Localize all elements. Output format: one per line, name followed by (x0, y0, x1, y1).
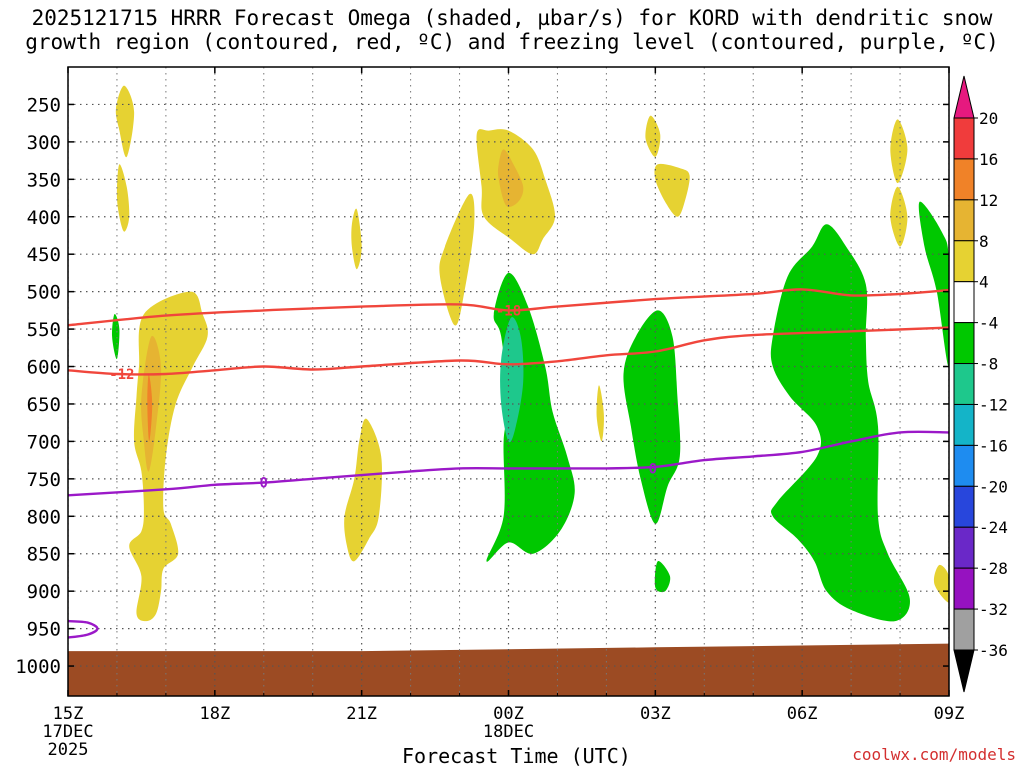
omega-region (918, 201, 949, 367)
omega-region (933, 564, 949, 603)
contour-label: 0 (260, 476, 268, 492)
colorbar-label: -12 (979, 395, 1008, 414)
terrain-fill (68, 643, 949, 696)
colorbar-top-arrow (953, 75, 975, 119)
contour-label: -18 (496, 303, 521, 319)
y-tick-label: 600 (27, 357, 61, 379)
omega-region (500, 317, 524, 443)
omega-region (115, 85, 135, 158)
colorbar-bin (953, 363, 975, 405)
y-tick-label: 250 (27, 94, 61, 116)
colorbar-bin (953, 199, 975, 242)
colorbar-bin (953, 608, 975, 651)
omega-region (351, 208, 362, 270)
colorbar-bin (953, 444, 975, 487)
y-tick-label: 850 (27, 544, 61, 566)
x-tick-label: 15Z (53, 704, 84, 724)
colorbar-bin (953, 117, 975, 160)
colorbar-bin (953, 567, 975, 610)
chart-title: 2025121715 HRRR Forecast Omega (shaded, … (0, 6, 1024, 54)
y-tick-label: 900 (27, 581, 61, 603)
x-tick-year-label: 2025 (48, 740, 89, 760)
y-tick-label: 350 (27, 169, 61, 191)
x-tick-label: 18Z (199, 704, 230, 724)
omega-region (147, 374, 153, 442)
omega-region (439, 193, 475, 326)
colorbar: 20 16 12 8 4 -4 -8 -12 -16 -20 -24 -28 -32 -36 (953, 75, 1008, 693)
y-tick-label: 300 (27, 132, 61, 154)
colorbar-bin (953, 403, 975, 446)
y-tick-label: 700 (27, 431, 61, 453)
colorbar-bin (953, 240, 975, 283)
omega-region (654, 163, 690, 217)
omega-region (770, 224, 910, 622)
y-tick-label: 950 (27, 619, 61, 641)
x-tick-label: 00Z (493, 704, 524, 724)
colorbar-bin (953, 281, 975, 324)
colorbar-label: 4 (979, 273, 989, 292)
colorbar-label: -24 (979, 518, 1008, 537)
contour-label: -12 (109, 367, 134, 383)
colorbar-label: -8 (979, 355, 998, 374)
y-tick-label: 500 (27, 282, 61, 304)
contour-label: 0 (649, 461, 657, 477)
colorbar-label: -28 (979, 559, 1008, 578)
contour-line (68, 288, 949, 327)
colorbar-bottom-arrow (953, 649, 975, 693)
colorbar-label: 8 (979, 232, 989, 251)
plot-area: -18 -12 0 0 (68, 67, 949, 696)
y-tick-label: 550 (27, 319, 61, 341)
credit-text: coolwx.com/models (852, 745, 1016, 764)
x-tick-date-label: 17DEC (42, 722, 93, 742)
omega-region (129, 291, 208, 622)
y-tick-label: 400 (27, 207, 61, 229)
contour-line (68, 326, 949, 376)
y-tick-label: 650 (27, 394, 61, 416)
colorbar-bin (953, 526, 975, 569)
y-tick-label: 800 (27, 506, 61, 528)
x-axis-label: Forecast Time (UTC) (402, 744, 631, 768)
x-tick-label: 21Z (346, 704, 377, 724)
colorbar-bin (953, 485, 975, 528)
contour-line (68, 619, 99, 639)
contour-line (68, 430, 949, 497)
omega-region (623, 310, 681, 524)
x-tick-label: 06Z (787, 704, 818, 724)
colorbar-label: -16 (979, 436, 1008, 455)
omega-region (596, 385, 604, 442)
colorbar-label: 16 (979, 150, 998, 169)
omega-region (112, 313, 120, 360)
colorbar-bin (953, 322, 975, 365)
y-tick-label: 450 (27, 244, 61, 266)
omega-region (344, 418, 382, 562)
colorbar-bin (953, 158, 975, 201)
omega-region (890, 119, 908, 184)
colorbar-label: -4 (979, 314, 998, 333)
x-tick-label: 03Z (640, 704, 671, 724)
omega-region (116, 164, 130, 232)
x-tick-date-label: 18DEC (483, 722, 534, 742)
y-tick-label: 750 (27, 469, 61, 491)
title-line-1: 2025121715 HRRR Forecast Omega (shaded, … (31, 6, 993, 30)
omega-region (497, 149, 524, 207)
title-line-2: growth region (contoured, red, ºC) and f… (25, 30, 999, 54)
omega-region (654, 560, 671, 593)
omega-region (890, 186, 908, 247)
colorbar-label: 12 (979, 191, 998, 210)
colorbar-label: -20 (979, 477, 1008, 496)
colorbar-label: -36 (979, 641, 1008, 660)
y-tick-label: 1000 (15, 656, 61, 678)
colorbar-label: -32 (979, 600, 1008, 619)
omega-region (645, 115, 661, 157)
x-tick-label: 09Z (934, 704, 965, 724)
colorbar-label: 20 (979, 109, 998, 128)
